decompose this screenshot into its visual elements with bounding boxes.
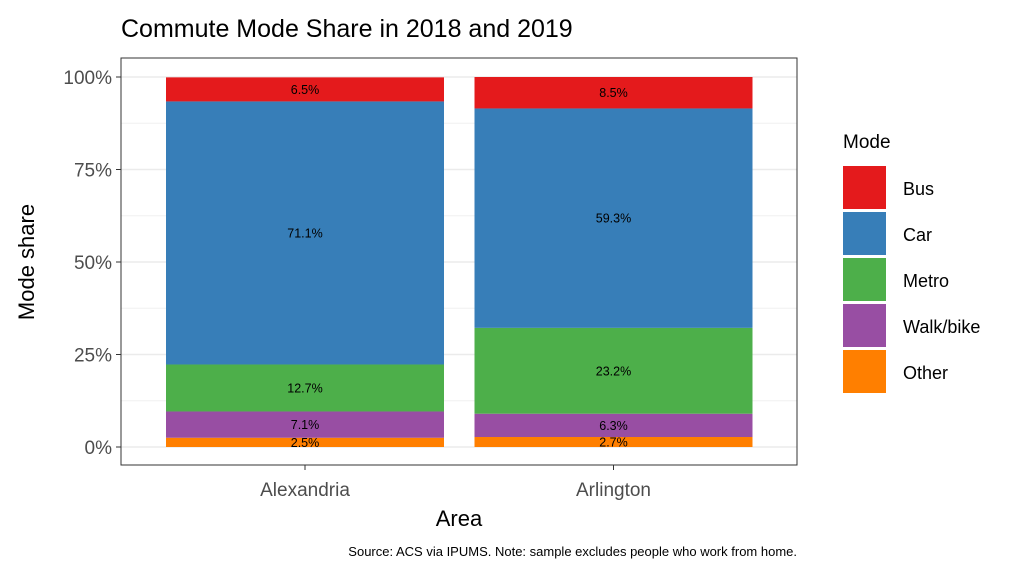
y-tick-label: 0%	[85, 438, 113, 459]
x-tick-label: Alexandria	[260, 480, 350, 501]
bar-segment-car	[474, 108, 753, 328]
bar-value-label: 6.5%	[291, 83, 320, 97]
bar-value-label: 7.1%	[291, 418, 320, 432]
y-axis-title: Mode share	[14, 204, 39, 320]
legend-key-other	[843, 350, 886, 393]
bar-segment-other	[166, 437, 444, 447]
legend-title: Mode	[843, 132, 891, 153]
bar-value-label: 6.3%	[599, 419, 628, 433]
legend-label: Other	[903, 363, 948, 383]
x-axis-title: Area	[436, 506, 483, 531]
legend-label: Car	[903, 225, 932, 245]
bar-value-label: 12.7%	[287, 381, 322, 395]
y-axis: 0% 25% 50% 75% 100%	[63, 68, 121, 459]
bar-segment-metro	[474, 327, 753, 414]
legend-key-walk-bike	[843, 304, 886, 347]
y-tick-label: 50%	[74, 253, 112, 274]
legend-label: Walk/bike	[903, 317, 980, 337]
chart-caption: Source: ACS via IPUMS. Note: sample excl…	[348, 544, 797, 559]
bar-value-label: 23.2%	[596, 364, 631, 378]
bar-value-label: 71.1%	[287, 226, 322, 240]
bars	[166, 77, 753, 447]
legend-label: Metro	[903, 271, 949, 291]
bar-segment-bus	[474, 77, 753, 109]
bar-segment-other	[474, 437, 753, 447]
bar-segment-car	[166, 101, 444, 365]
legend-key-bus	[843, 166, 886, 209]
legend: Mode Bus Car Metro Walk/bike Other	[843, 132, 980, 393]
bar-segment-walk-bike	[474, 413, 753, 438]
legend-key-metro	[843, 258, 886, 301]
x-axis: Alexandria Arlington	[260, 465, 651, 501]
x-tick-label: Arlington	[576, 480, 651, 501]
bar-value-label: 2.5%	[291, 436, 320, 450]
chart-title: Commute Mode Share in 2018 and 2019	[121, 15, 573, 43]
bar-value-label: 2.7%	[599, 436, 628, 450]
y-tick-label: 100%	[63, 68, 112, 89]
bar-labels: 2.5% 7.1% 12.7% 71.1% 6.5% 2.7% 6.3% 23.2% 59.3%…	[287, 83, 631, 450]
y-tick-label: 25%	[74, 346, 112, 367]
legend-key-car	[843, 212, 886, 255]
y-tick-label: 75%	[74, 161, 112, 182]
bar-value-label: 8.5%	[599, 86, 628, 100]
bar-segment-walk-bike	[166, 411, 444, 438]
bar-segment-metro	[166, 364, 444, 412]
bar-segment-bus	[166, 77, 444, 102]
bar-value-label: 59.3%	[596, 212, 631, 226]
legend-label: Bus	[903, 179, 934, 199]
